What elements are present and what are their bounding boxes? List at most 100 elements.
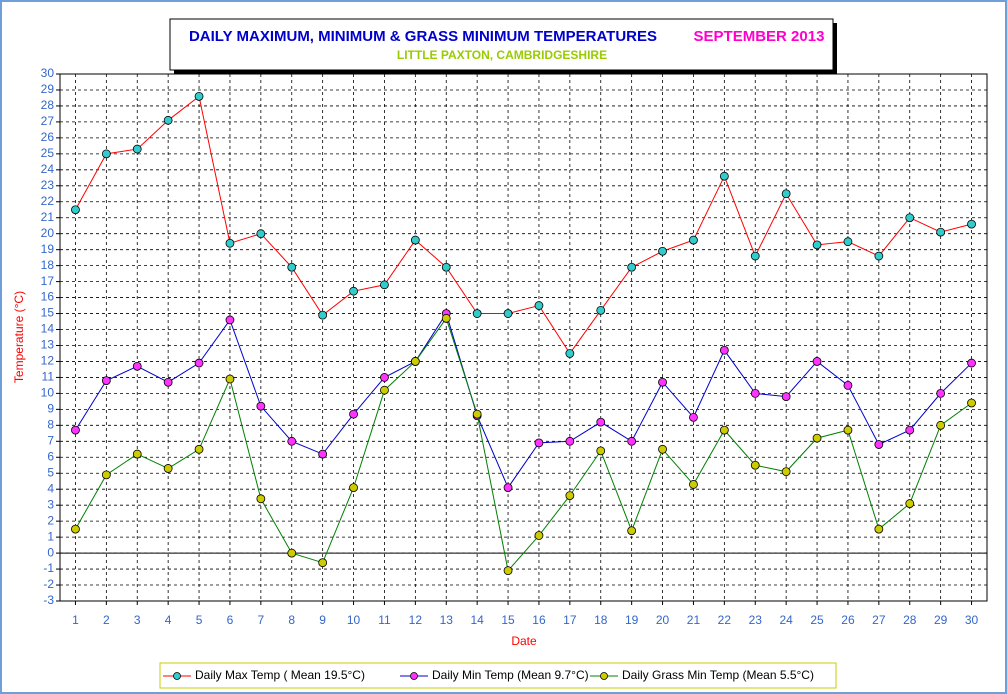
point [132, 144, 142, 154]
y-tick-label: 28 [41, 98, 55, 112]
x-tick-label: 10 [347, 613, 361, 627]
point [719, 345, 729, 355]
point [503, 483, 513, 493]
y-tick-label: 30 [41, 66, 55, 80]
point [812, 357, 822, 366]
point [967, 398, 976, 408]
y-tick-label: 6 [47, 449, 54, 463]
y-tick-label: 9 [47, 402, 54, 416]
x-tick-label: 25 [810, 613, 824, 627]
point [194, 358, 204, 368]
point [874, 440, 884, 449]
point [410, 235, 420, 245]
point [843, 425, 853, 435]
point [380, 280, 389, 290]
series-line [75, 312, 972, 489]
x-tick-label: 26 [841, 613, 855, 627]
point [503, 566, 513, 576]
point [596, 417, 606, 427]
point [318, 310, 328, 320]
x-tick-label: 4 [165, 613, 172, 627]
point [380, 373, 389, 382]
point [781, 467, 791, 477]
x-tick-label: 15 [501, 613, 515, 627]
x-tick-label: 7 [258, 613, 265, 627]
point [936, 227, 946, 237]
point [225, 374, 235, 384]
point [163, 115, 173, 125]
x-tick-label: 30 [965, 613, 979, 627]
legend-label: Daily Max Temp ( Mean 19.5°C) [195, 668, 365, 682]
point [163, 464, 173, 473]
point [905, 213, 915, 223]
point [472, 409, 482, 419]
point [967, 219, 976, 229]
point [71, 205, 80, 215]
point [936, 420, 946, 430]
point [503, 309, 513, 318]
y-axis-label: Temperature (°C) [12, 291, 26, 383]
point [256, 494, 266, 504]
x-tick-label: 1 [72, 613, 79, 627]
y-tick-label: 13 [41, 338, 55, 352]
point [101, 149, 111, 159]
point [194, 91, 204, 101]
y-tick-label: 29 [41, 82, 55, 96]
point [719, 425, 729, 435]
y-tick-label: 20 [41, 226, 55, 240]
point [627, 526, 637, 536]
point [781, 392, 791, 401]
y-tick-label: 10 [41, 386, 55, 400]
point [349, 409, 358, 419]
x-tick-label: 20 [656, 613, 670, 627]
point [194, 444, 204, 454]
point [750, 251, 760, 261]
point [287, 436, 297, 446]
y-tick-label: 15 [41, 306, 55, 320]
point [719, 171, 729, 181]
x-tick-label: 28 [903, 613, 917, 627]
x-tick-label: 19 [625, 613, 639, 627]
point [812, 433, 822, 443]
legend-marker [173, 672, 181, 680]
point [225, 238, 235, 248]
point [225, 315, 235, 325]
point [565, 436, 575, 446]
point [565, 349, 575, 358]
legend-marker [410, 672, 418, 680]
legend-marker [600, 672, 608, 680]
point [534, 301, 544, 310]
point [565, 491, 575, 501]
x-tick-label: 9 [319, 613, 326, 627]
point [101, 470, 111, 480]
point [534, 531, 544, 540]
point [596, 446, 606, 456]
series-line [75, 317, 972, 572]
point [132, 361, 142, 371]
y-tick-label: 12 [41, 354, 55, 368]
x-tick-label: 22 [718, 613, 732, 627]
point [627, 262, 637, 272]
point [441, 313, 451, 323]
point [689, 412, 698, 422]
point [905, 499, 915, 508]
point [256, 401, 266, 411]
chart-subtitle: LITTLE PAXTON, CAMBRIDGESHIRE [397, 48, 607, 62]
x-tick-label: 16 [532, 613, 546, 627]
point [380, 385, 389, 395]
y-tick-label: 17 [41, 274, 55, 288]
y-tick-label: 23 [41, 178, 55, 192]
x-tick-label: 23 [749, 613, 763, 627]
point [71, 524, 80, 534]
chart-title: DAILY MAXIMUM, MINIMUM & GRASS MINIMUM T… [189, 28, 657, 45]
point [936, 388, 946, 398]
x-tick-label: 14 [470, 613, 484, 627]
x-tick-label: 17 [563, 613, 577, 627]
y-tick-label: 18 [41, 258, 55, 272]
point [349, 483, 358, 493]
point [812, 240, 822, 250]
point [256, 229, 266, 239]
point [163, 377, 173, 387]
x-tick-label: 11 [378, 613, 391, 627]
